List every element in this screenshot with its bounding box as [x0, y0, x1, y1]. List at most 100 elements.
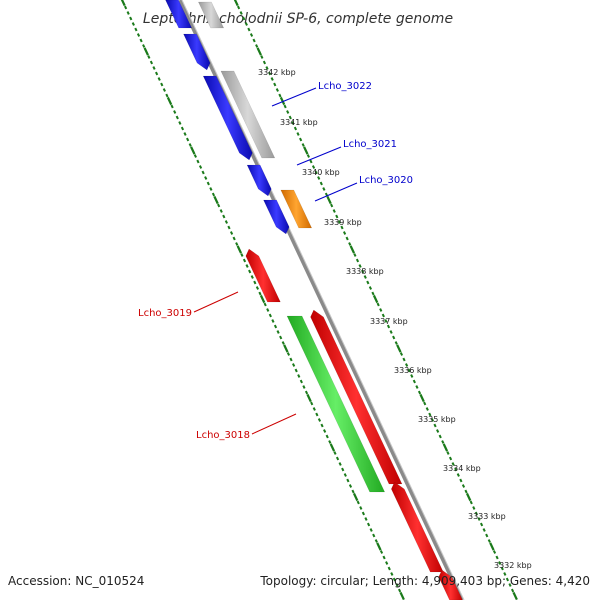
- minor-tick: [355, 258, 360, 263]
- major-tick: [256, 47, 262, 56]
- minor-tick: [385, 561, 389, 565]
- minor-tick: [260, 55, 264, 59]
- gene-label-lcho-3022[interactable]: Lcho_3022: [318, 81, 372, 92]
- minor-tick: [335, 214, 339, 219]
- minor-tick: [342, 231, 347, 235]
- minor-tick: [129, 16, 133, 21]
- cds-feature-red[interactable]: [391, 481, 444, 573]
- minor-tick: [446, 451, 450, 455]
- minor-tick: [314, 170, 318, 175]
- minor-tick: [438, 434, 442, 439]
- cds-feature-red[interactable]: [245, 248, 281, 303]
- minor-tick: [511, 588, 515, 593]
- minor-tick: [343, 473, 347, 477]
- minor-tick: [456, 473, 460, 477]
- kbp-label: 3342 kbp: [258, 68, 296, 77]
- minor-tick: [376, 302, 380, 307]
- minor-tick: [173, 110, 177, 114]
- gene-label-lcho-3018[interactable]: Lcho_3018: [196, 430, 250, 441]
- other-feature-gray[interactable]: [198, 1, 225, 29]
- minor-tick: [268, 71, 272, 76]
- minor-tick: [474, 511, 478, 516]
- minor-tick: [219, 209, 223, 213]
- minor-tick: [399, 352, 404, 356]
- minor-tick: [136, 33, 141, 37]
- minor-tick: [273, 324, 278, 329]
- cds-feature-blue[interactable]: [246, 164, 272, 197]
- minor-tick: [165, 93, 169, 98]
- minor-tick: [204, 176, 208, 180]
- minor-tick: [333, 451, 337, 455]
- minor-tick: [412, 379, 416, 384]
- minor-tick: [162, 88, 166, 92]
- minor-tick: [289, 357, 293, 362]
- minor-tick: [359, 506, 363, 510]
- minor-tick: [183, 132, 187, 136]
- right-tick-track: [233, 0, 518, 600]
- minor-tick: [389, 330, 393, 334]
- minor-tick: [356, 500, 360, 505]
- minor-tick: [253, 280, 257, 285]
- gene-label-lcho-3020[interactable]: Lcho_3020: [359, 175, 413, 186]
- kbp-label: 3338 kbp: [346, 267, 384, 276]
- minor-tick: [323, 429, 327, 433]
- minor-tick: [157, 77, 161, 81]
- minor-tick: [309, 159, 313, 164]
- minor-tick: [292, 363, 296, 367]
- major-tick: [213, 195, 219, 205]
- minor-tick: [291, 121, 295, 125]
- kbp-label: 3334 kbp: [443, 464, 481, 473]
- minor-tick: [258, 291, 262, 296]
- minor-tick: [366, 522, 371, 527]
- major-tick: [326, 195, 332, 205]
- cds-feature-blue[interactable]: [165, 0, 193, 29]
- minor-tick: [126, 11, 130, 15]
- minor-tick: [410, 374, 414, 378]
- major-tick: [372, 294, 379, 304]
- minor-tick: [482, 528, 486, 532]
- minor-tick: [448, 456, 453, 461]
- major-tick: [396, 344, 402, 353]
- major-tick: [283, 344, 289, 353]
- other-feature-green[interactable]: [286, 315, 386, 493]
- minor-tick: [405, 363, 409, 367]
- minor-tick: [363, 275, 367, 279]
- cds-feature-blue[interactable]: [263, 199, 290, 235]
- minor-tick: [384, 319, 388, 323]
- minor-tick: [485, 533, 489, 538]
- other-feature-gray[interactable]: [220, 70, 276, 159]
- cds-feature-red[interactable]: [438, 569, 463, 600]
- minor-tick: [346, 478, 350, 483]
- minor-tick: [479, 522, 484, 527]
- minor-tick: [299, 137, 303, 142]
- minor-tick: [240, 253, 244, 257]
- minor-tick: [381, 313, 385, 318]
- minor-tick: [198, 165, 203, 169]
- minor-tick: [366, 280, 370, 285]
- major-tick: [259, 294, 266, 304]
- gene-label-lcho-3021[interactable]: Lcho_3021: [343, 139, 397, 150]
- minor-tick: [299, 379, 303, 384]
- minor-tick: [390, 572, 394, 576]
- major-tick: [190, 146, 196, 155]
- minor-tick: [217, 203, 221, 208]
- other-feature-orange[interactable]: [280, 189, 313, 229]
- minor-tick: [255, 286, 260, 290]
- gene-label-lcho-3019[interactable]: Lcho_3019: [138, 308, 192, 319]
- minor-tick: [398, 588, 402, 593]
- minor-tick: [242, 258, 247, 263]
- major-tick: [120, 0, 126, 7]
- cds-feature-blue[interactable]: [183, 33, 211, 71]
- kbp-label: 3337 kbp: [370, 317, 408, 326]
- minor-tick: [374, 539, 378, 543]
- minor-tick: [310, 401, 314, 406]
- kbp-label-group: 3342 kbp 3341 kbp 3340 kbp 3339 kbp 3338…: [258, 68, 532, 570]
- minor-tick: [353, 253, 357, 257]
- minor-tick: [392, 577, 397, 582]
- minor-tick: [472, 506, 476, 510]
- major-tick: [442, 443, 449, 452]
- cds-feature-blue[interactable]: [202, 75, 253, 161]
- minor-tick: [368, 286, 373, 290]
